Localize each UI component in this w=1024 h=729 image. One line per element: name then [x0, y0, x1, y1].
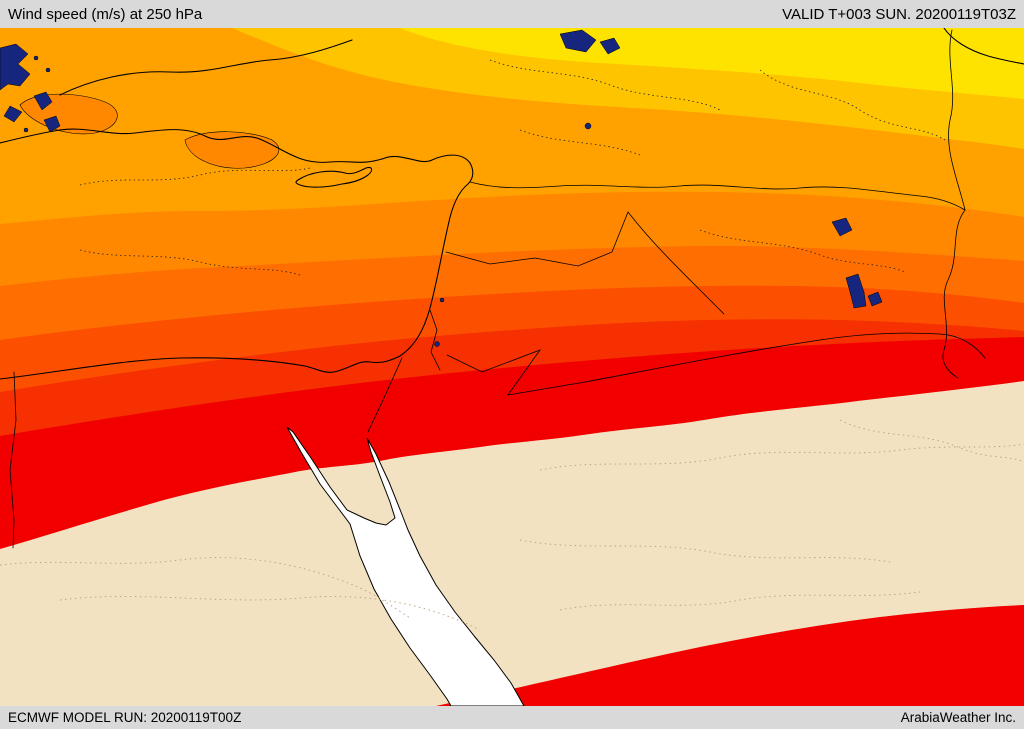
- high-wind-patch: [184, 131, 280, 169]
- country-border: [446, 332, 986, 396]
- desert-dotted-line: [539, 443, 1024, 471]
- country-border: [9, 371, 17, 549]
- country-border: [942, 29, 966, 379]
- admin-dotted-lines: [79, 59, 946, 276]
- red-sea: [286, 426, 525, 706]
- lake-dead-sea: [434, 341, 440, 347]
- desert-dotted-line: [559, 591, 921, 611]
- lake: [867, 291, 883, 307]
- desert-dotted-line: [59, 596, 481, 631]
- lake: [845, 273, 867, 309]
- island-cyprus: [295, 166, 373, 188]
- map-title: Wind speed (m/s) at 250 hPa: [8, 5, 203, 23]
- lake: [23, 127, 29, 133]
- country-border: [429, 309, 441, 371]
- admin-dotted-line: [699, 229, 906, 273]
- lake: [559, 29, 597, 53]
- coastline-levant-anatolia: [0, 128, 474, 380]
- country-border: [367, 357, 403, 433]
- model-run-label: ECMWF MODEL RUN: 20200119T00Z: [8, 710, 242, 725]
- coastlines: [0, 28, 1024, 380]
- country-border: [469, 181, 966, 211]
- band-red-south-jet: [436, 605, 1024, 706]
- lake: [599, 37, 621, 55]
- wind-speed-bands: [0, 28, 1024, 706]
- band-calm-desert: [0, 381, 1024, 706]
- footer-bar: ECMWF MODEL RUN: 20200119T00Z ArabiaWeat…: [0, 706, 1024, 729]
- valid-time-label: VALID T+003 SUN. 20200119T03Z: [782, 5, 1016, 23]
- brand-label: ArabiaWeather Inc.: [900, 710, 1016, 725]
- country-borders: [9, 29, 986, 549]
- lake: [584, 122, 592, 130]
- country-border: [445, 211, 629, 267]
- desert-dotted-line: [839, 419, 1024, 463]
- header-bar: Wind speed (m/s) at 250 hPa VALID T+003 …: [0, 0, 1024, 28]
- country-border: [627, 211, 725, 315]
- desert-dotted-line: [519, 539, 891, 563]
- lake: [0, 43, 31, 91]
- lake: [831, 217, 853, 237]
- desert-dotted-line: [0, 557, 411, 619]
- lake-tiberias: [439, 297, 445, 303]
- weather-map: [0, 28, 1024, 706]
- admin-dotted-line: [759, 69, 946, 141]
- admin-dotted-line: [79, 167, 311, 186]
- desert-dotted-lines: [0, 419, 1024, 631]
- coastline-caspian: [943, 28, 1024, 65]
- weather-map-area: [0, 28, 1024, 706]
- admin-dotted-line: [489, 59, 721, 111]
- lake: [33, 55, 39, 61]
- lake: [43, 115, 61, 133]
- lake: [33, 91, 53, 111]
- coastline-black-sea: [59, 39, 353, 96]
- lake: [3, 105, 23, 123]
- lake: [45, 67, 51, 73]
- lakes: [0, 29, 883, 347]
- admin-dotted-line: [519, 129, 641, 156]
